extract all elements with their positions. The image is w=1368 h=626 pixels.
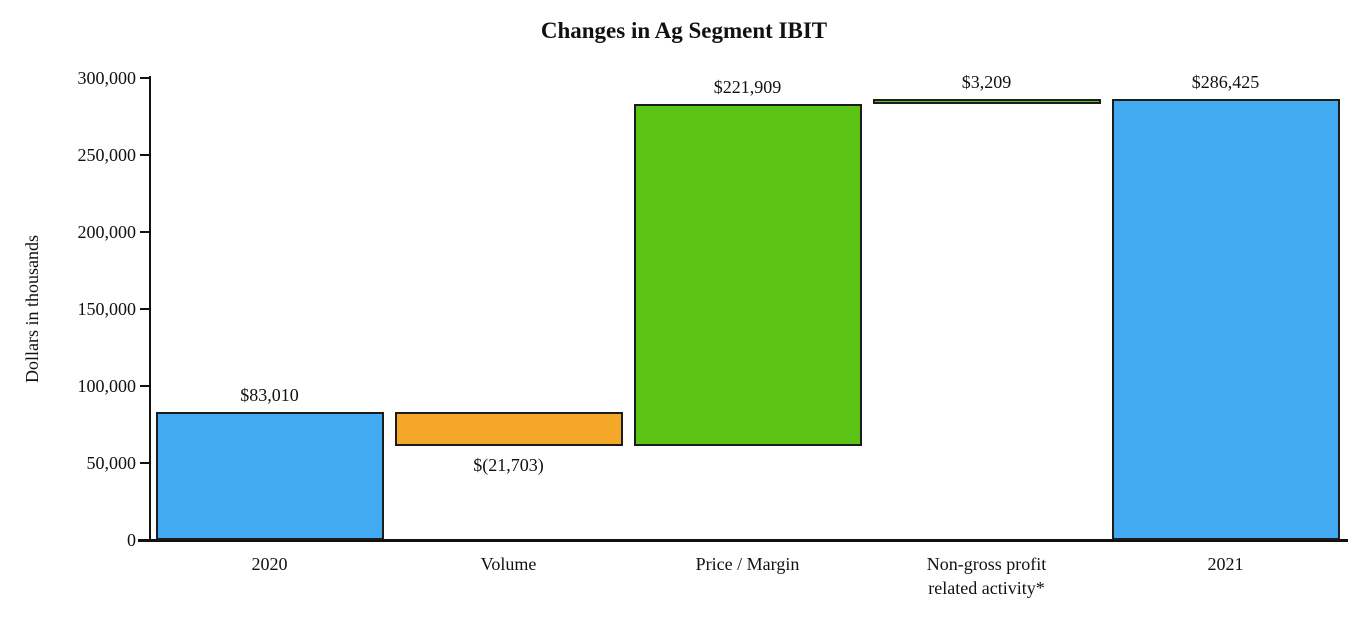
x-category-label: 2020 <box>251 554 288 574</box>
y-tick-mark <box>140 539 150 541</box>
bar <box>155 412 384 540</box>
bar <box>633 103 862 446</box>
chart-title: Changes in Ag Segment IBIT <box>540 18 828 43</box>
y-tick-mark <box>140 154 150 156</box>
y-tick-label: 300,000 <box>77 68 137 88</box>
y-tick-label: 0 <box>127 530 136 550</box>
y-tick-mark <box>140 77 150 79</box>
y-tick-label: 150,000 <box>77 299 137 319</box>
bar <box>1111 98 1340 540</box>
y-tick-mark <box>140 231 150 233</box>
y-tick-label: 50,000 <box>86 453 137 473</box>
y-tick-mark <box>140 308 150 310</box>
y-tick-mark <box>140 462 150 464</box>
x-axis-line <box>138 539 1348 542</box>
y-tick-label: 100,000 <box>77 376 137 396</box>
bar-value-label: $3,209 <box>961 71 1012 92</box>
bar-value-label: $286,425 <box>1191 71 1260 92</box>
x-category-label: Non-gross profit related activity* <box>926 554 1047 598</box>
y-tick-label: 250,000 <box>77 145 137 165</box>
bar <box>394 412 623 446</box>
bar-value-label: $(21,703) <box>473 454 544 475</box>
bar-value-label: $221,909 <box>713 76 782 97</box>
y-tick-mark <box>140 385 150 387</box>
bar-value-label: $83,010 <box>240 385 299 406</box>
y-axis-line <box>149 76 151 542</box>
bar <box>872 98 1101 104</box>
y-tick-label: 200,000 <box>77 222 137 242</box>
x-category-label: 2021 <box>1207 554 1244 574</box>
x-category-label: Volume <box>480 554 537 574</box>
y-axis-title: Dollars in thousands <box>22 235 42 383</box>
x-category-label: Price / Margin <box>695 554 800 574</box>
